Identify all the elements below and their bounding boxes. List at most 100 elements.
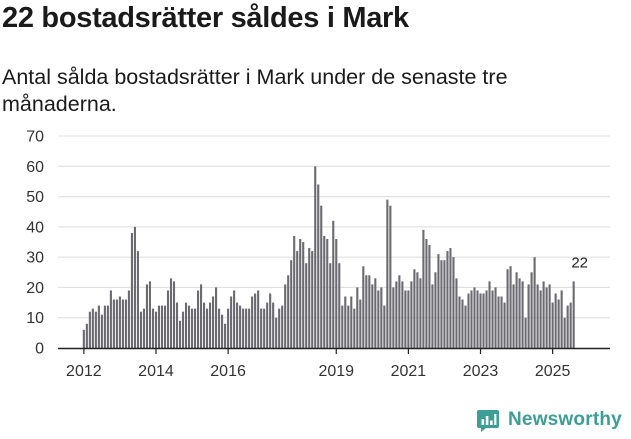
bar bbox=[163, 305, 167, 348]
bar bbox=[187, 305, 191, 348]
bar bbox=[440, 260, 443, 348]
y-tick-label: 10 bbox=[26, 310, 44, 327]
bar bbox=[392, 287, 395, 348]
bar bbox=[443, 260, 446, 348]
y-tick-label: 40 bbox=[26, 219, 44, 236]
bar bbox=[488, 281, 491, 348]
x-tick-label: 2019 bbox=[318, 363, 354, 380]
bar bbox=[422, 229, 425, 348]
bar bbox=[224, 323, 227, 348]
chart-subtitle: Antal sålda bostadsrätter i Mark under d… bbox=[2, 65, 508, 116]
bar bbox=[142, 308, 145, 348]
bar bbox=[491, 290, 494, 348]
bar bbox=[434, 272, 437, 348]
x-tick-label: 2023 bbox=[463, 363, 499, 380]
bar bbox=[203, 302, 206, 348]
bar bbox=[407, 290, 410, 348]
bar bbox=[112, 299, 115, 348]
bar bbox=[332, 220, 335, 348]
bar bbox=[184, 302, 188, 348]
bar bbox=[242, 308, 245, 348]
bar bbox=[278, 308, 281, 348]
bar bbox=[401, 281, 404, 348]
bar bbox=[560, 290, 563, 348]
bar bbox=[145, 284, 149, 348]
bar bbox=[419, 278, 422, 348]
bar bbox=[566, 305, 569, 348]
bar bbox=[347, 305, 350, 348]
bar bbox=[461, 299, 464, 348]
bar bbox=[530, 272, 533, 348]
bar bbox=[365, 275, 368, 348]
bar bbox=[377, 290, 380, 348]
bar bbox=[548, 284, 551, 348]
bar bbox=[121, 299, 124, 348]
bar bbox=[572, 281, 575, 348]
bar bbox=[374, 278, 377, 348]
newsworthy-logo[interactable]: Newsworthy bbox=[476, 408, 622, 432]
bar bbox=[380, 287, 383, 348]
x-tick-label: 2014 bbox=[138, 363, 174, 380]
bar bbox=[109, 290, 112, 348]
bar bbox=[269, 293, 272, 348]
bar bbox=[542, 281, 545, 348]
bar bbox=[106, 305, 109, 348]
bar bbox=[413, 269, 416, 348]
bar bbox=[248, 308, 251, 348]
bar bbox=[554, 293, 557, 348]
bar bbox=[293, 235, 296, 348]
bar bbox=[503, 302, 506, 348]
bar bbox=[127, 290, 130, 348]
bar bbox=[467, 293, 470, 348]
y-tick-label: 60 bbox=[26, 159, 44, 176]
bar bbox=[398, 275, 401, 348]
bar bbox=[181, 311, 185, 348]
bar bbox=[323, 235, 326, 348]
bar bbox=[281, 305, 284, 348]
bar bbox=[115, 299, 118, 348]
bar bbox=[227, 308, 230, 348]
bar bbox=[521, 281, 524, 348]
y-tick-label: 20 bbox=[26, 280, 44, 297]
bar bbox=[136, 251, 139, 348]
bar bbox=[275, 317, 278, 348]
bar bbox=[455, 278, 458, 348]
bar bbox=[404, 290, 407, 348]
bar bbox=[88, 311, 91, 348]
bar bbox=[497, 296, 500, 348]
bar bbox=[506, 269, 509, 348]
bar bbox=[199, 284, 203, 348]
bar bbox=[362, 266, 365, 348]
bar bbox=[536, 284, 539, 348]
bar bbox=[130, 232, 133, 348]
bar bbox=[557, 299, 560, 348]
bar bbox=[479, 293, 482, 348]
bar bbox=[533, 257, 536, 348]
bar bbox=[395, 281, 398, 348]
bar bbox=[239, 305, 242, 348]
bar bbox=[356, 287, 359, 348]
bar bbox=[371, 284, 374, 348]
bar bbox=[236, 302, 239, 348]
bar bbox=[494, 287, 497, 348]
bar bbox=[257, 290, 260, 348]
bar bbox=[329, 263, 332, 348]
bar bbox=[91, 308, 94, 348]
bar bbox=[338, 263, 341, 348]
bar bbox=[410, 281, 413, 348]
bar bbox=[233, 290, 236, 348]
bar bbox=[446, 251, 449, 348]
bar bbox=[97, 305, 100, 348]
bar bbox=[326, 238, 329, 348]
bar bbox=[476, 290, 479, 348]
bar bbox=[251, 296, 254, 348]
bar bbox=[221, 314, 224, 348]
bar bbox=[386, 199, 389, 348]
bar bbox=[133, 226, 136, 348]
newsworthy-logo-icon bbox=[477, 410, 499, 432]
bar bbox=[124, 299, 127, 348]
bar bbox=[524, 317, 527, 348]
bar bbox=[118, 296, 121, 348]
y-tick-label: 70 bbox=[26, 129, 44, 146]
bar bbox=[389, 205, 392, 348]
